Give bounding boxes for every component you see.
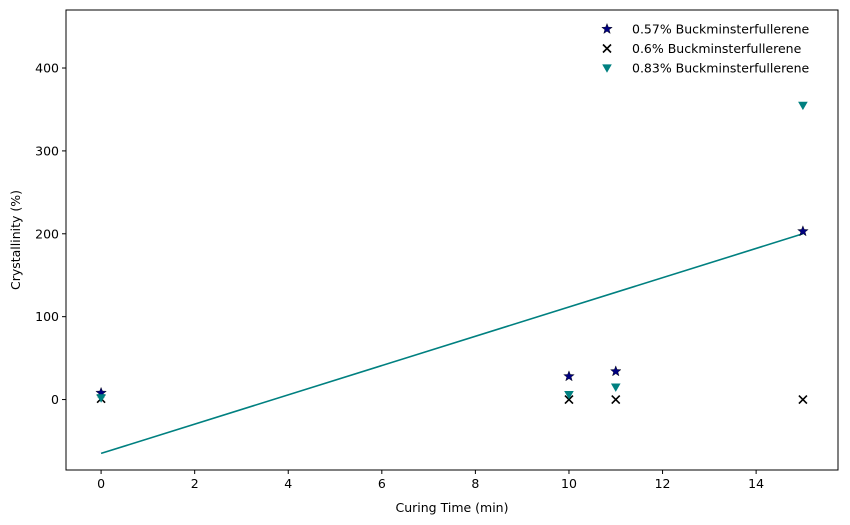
- trend-line: [100, 233, 804, 455]
- y-tick-label: 200: [35, 226, 59, 241]
- legend-entry: 0.83% Buckminsterfullerene: [632, 61, 810, 76]
- x-tick-label: 6: [378, 476, 386, 491]
- x-tick-label: 0: [97, 476, 105, 491]
- data-point: [609, 365, 622, 377]
- data-point: [611, 394, 621, 405]
- x-tick-label: 4: [284, 476, 292, 491]
- x-axis-label: Curing Time (min): [396, 500, 509, 515]
- y-tick-label: 0: [51, 392, 59, 407]
- data-point: [798, 101, 808, 111]
- y-tick-label: 400: [35, 61, 59, 76]
- data-point: [563, 370, 575, 382]
- data-point: [564, 394, 574, 405]
- x-tick-label: 8: [471, 476, 479, 491]
- legend-marker: [602, 64, 612, 73]
- x-tick-label: 2: [191, 476, 199, 491]
- axis-ticks: 0 2 4 6 8 10 12 14 0 100 200 300 400: [35, 61, 764, 491]
- axes-frame: [65, 9, 839, 471]
- y-tick-label: 300: [35, 143, 59, 158]
- x-tick-label: 12: [655, 476, 671, 491]
- y-axis-label: Crystallinity (%): [8, 190, 23, 290]
- x-tick-label: 14: [748, 476, 764, 491]
- data-point: [797, 225, 809, 237]
- legend-marker: [601, 22, 613, 34]
- legend-entry: 0.57% Buckminsterfullerene: [632, 22, 810, 37]
- plot-area: [95, 101, 809, 455]
- y-tick-label: 100: [35, 309, 59, 324]
- legend-marker: [602, 43, 612, 54]
- legend: 0.57% Buckminsterfullerene 0.6% Buckminst…: [601, 22, 810, 76]
- data-point: [96, 394, 106, 403]
- x-tick-label: 10: [561, 476, 577, 491]
- data-point: [798, 394, 808, 405]
- data-point: [610, 383, 621, 392]
- legend-entry: 0.6% Buckminsterfullerene: [632, 41, 802, 56]
- data-point: [564, 390, 574, 400]
